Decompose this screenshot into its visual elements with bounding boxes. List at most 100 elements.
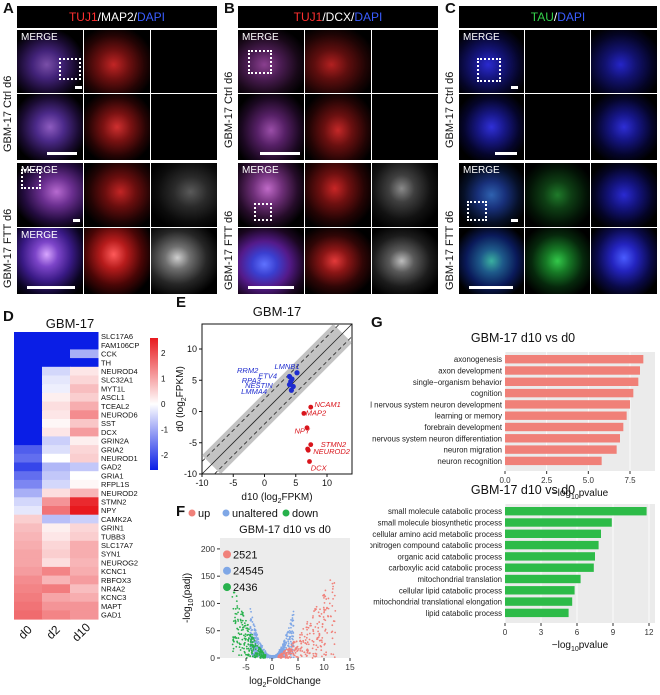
row-label-ctrl: GBM-17 Ctrl d6 <box>223 71 235 148</box>
legend-marker-up <box>188 509 196 517</box>
category-label: cellular amino acid metabolic process <box>372 530 502 539</box>
micrograph-white-ftt <box>372 163 438 227</box>
up-point <box>295 655 298 658</box>
count-label: 2436 <box>233 582 257 594</box>
up-point <box>288 655 291 658</box>
heatmap-cell <box>42 540 71 550</box>
x-tick-label: 0 <box>262 478 267 488</box>
axis-label-part: −log <box>552 488 571 499</box>
unaltered-point <box>275 654 277 657</box>
up-point <box>299 640 301 643</box>
panel-label-d: D <box>3 308 14 325</box>
neural-go-bar <box>505 422 624 432</box>
down-point <box>240 633 243 635</box>
down-point <box>254 656 257 659</box>
unaltered-point <box>292 613 295 616</box>
merge-label: MERGE <box>21 32 58 43</box>
go-bar-charts: GBM-17 d10 vs d0 axonogenesis axon develop… <box>347 331 655 653</box>
heatmap-cell <box>70 610 99 620</box>
up-point <box>323 593 325 596</box>
unaltered-point <box>274 656 276 659</box>
gene-annotation: NCAM1 <box>315 400 341 409</box>
unaltered-point <box>288 645 290 648</box>
metabolic-go-title: GBM-17 d10 vs d0 <box>471 483 575 497</box>
micrograph-red-zoom <box>305 94 371 160</box>
merge-label: MERGE <box>242 165 279 176</box>
up-gene-point <box>301 410 307 416</box>
down-point <box>245 645 248 648</box>
up-gene-point <box>304 425 310 431</box>
down-point <box>238 654 240 657</box>
category-label: mitochondrial translational elongation <box>373 598 502 607</box>
up-point <box>306 641 309 644</box>
neural-go-bar <box>505 411 627 420</box>
unaltered-point <box>249 619 252 622</box>
down-point <box>232 607 235 610</box>
scatter-title: GBM-17 <box>253 304 301 319</box>
heatmap-cell <box>70 358 99 368</box>
up-point <box>331 605 334 607</box>
down-point <box>244 635 247 638</box>
unaltered-point <box>259 642 261 645</box>
gene-label: MYT1L <box>101 384 125 393</box>
unaltered-point <box>255 634 258 637</box>
down-point <box>249 633 252 636</box>
heatmap-cell <box>14 558 43 568</box>
up-point <box>299 647 302 650</box>
up-point <box>331 591 334 594</box>
up-point <box>311 639 314 642</box>
up-point <box>312 630 315 633</box>
down-point <box>233 640 235 643</box>
heatmap-cell <box>42 349 71 359</box>
unaltered-point <box>292 610 295 613</box>
down-point <box>253 645 256 648</box>
up-point <box>323 608 325 611</box>
y-tick-label: 5 <box>192 375 197 385</box>
category-label: small molecule catabolic process <box>388 507 502 516</box>
down-point <box>245 638 247 640</box>
x-tick-label: 6 <box>575 628 580 637</box>
down-point <box>240 621 243 624</box>
roi-box <box>254 203 272 221</box>
micrograph-merge-zoom <box>238 94 304 160</box>
up-point <box>320 649 323 652</box>
heatmap-cell <box>42 401 71 411</box>
down-point <box>238 633 241 636</box>
micrograph-merge-ftt-zoom: MERGE <box>17 228 83 294</box>
x-tick-label: 5 <box>296 662 301 672</box>
up-point <box>318 632 321 635</box>
down-point <box>231 643 234 646</box>
down-point <box>247 630 249 633</box>
down-point <box>260 651 263 654</box>
up-point <box>282 656 285 658</box>
down-point <box>239 626 241 628</box>
up-point <box>332 598 334 600</box>
up-point <box>326 632 329 634</box>
heatmap-cell <box>14 419 43 429</box>
heatmap-cell <box>42 410 71 420</box>
up-point <box>304 642 307 644</box>
down-gene-point <box>294 370 300 376</box>
micrograph-white-channel <box>372 30 438 93</box>
axis-label-part: (padj) <box>182 573 193 599</box>
heatmap-cell <box>42 453 71 463</box>
unaltered-point <box>250 610 252 613</box>
heatmap-cell <box>14 349 43 359</box>
micrograph-white-ftt <box>151 163 217 227</box>
up-point <box>304 653 307 656</box>
axis-label-part: 10 <box>571 646 579 653</box>
up-point <box>327 615 330 618</box>
up-point <box>330 653 333 655</box>
down-point <box>235 595 238 597</box>
up-point <box>303 651 306 654</box>
up-point <box>299 654 302 657</box>
heatmap-cell <box>14 523 43 533</box>
gene-annotation: NPY <box>295 426 311 435</box>
unaltered-point <box>289 635 292 638</box>
y-tick-label: 50 <box>206 626 216 636</box>
up-point <box>329 615 332 618</box>
down-point <box>250 638 252 641</box>
colorbar-tick: -1 <box>161 425 169 434</box>
unaltered-point <box>287 644 290 647</box>
up-point <box>312 632 315 635</box>
